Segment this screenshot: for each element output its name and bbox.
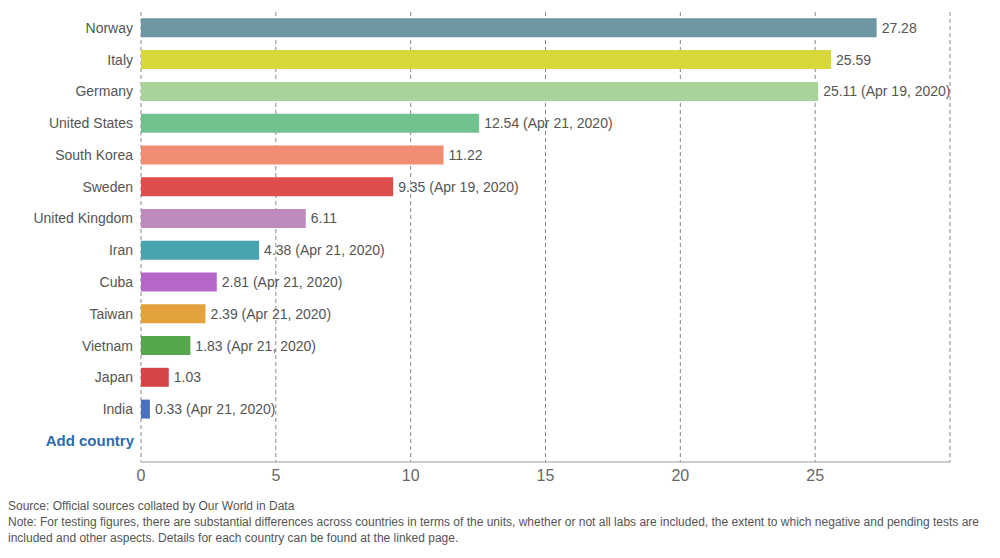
svg-text:United Kingdom: United Kingdom — [33, 210, 133, 226]
html-text:Source: Official sources colla: Source: Official sources collated by Our… — [8, 499, 295, 513]
svg-text:4.38 (Apr 21, 2020): 4.38 (Apr 21, 2020) — [264, 242, 385, 258]
html-text:Add country: Add country — [45, 432, 134, 449]
svg-text:Taiwan: Taiwan — [89, 306, 133, 322]
svg-text:27.28: 27.28 — [882, 20, 917, 36]
svg-text:India: India — [103, 401, 134, 417]
svg-text:Norway: Norway — [86, 20, 133, 36]
svg-text:5: 5 — [271, 467, 280, 484]
svg-text:Italy: Italy — [107, 52, 133, 68]
svg-text:Cuba: Cuba — [100, 274, 134, 290]
svg-text:0: 0 — [137, 467, 146, 484]
svg-text:10: 10 — [402, 467, 420, 484]
svg-text:25: 25 — [806, 467, 824, 484]
svg-text:0.33 (Apr 21, 2020): 0.33 (Apr 21, 2020) — [155, 401, 276, 417]
svg-text:25.11 (Apr 19, 2020): 25.11 (Apr 19, 2020) — [823, 83, 950, 99]
svg-text:6.11: 6.11 — [311, 210, 337, 226]
svg-text:20: 20 — [671, 467, 689, 484]
svg-text:2.81 (Apr 21, 2020): 2.81 (Apr 21, 2020) — [222, 274, 343, 290]
svg-text:Germany: Germany — [75, 83, 133, 99]
svg-text:Vietnam: Vietnam — [82, 338, 133, 354]
svg-text:South Korea: South Korea — [55, 147, 133, 163]
svg-text:25.59: 25.59 — [836, 52, 871, 68]
svg-text:1.03: 1.03 — [174, 369, 201, 385]
svg-text:Iran: Iran — [109, 242, 133, 258]
svg-text:9.35 (Apr 19, 2020): 9.35 (Apr 19, 2020) — [398, 179, 519, 195]
svg-text:Sweden: Sweden — [82, 179, 133, 195]
svg-text:Japan: Japan — [95, 369, 133, 385]
html-text:Note: For testing figures, the: Note: For testing figures, there are sub… — [8, 515, 979, 545]
svg-text:United States: United States — [49, 115, 133, 131]
svg-text:12.54 (Apr 21, 2020): 12.54 (Apr 21, 2020) — [484, 115, 612, 131]
svg-text:1.83 (Apr 21, 2020): 1.83 (Apr 21, 2020) — [195, 338, 316, 354]
svg-text:15: 15 — [537, 467, 555, 484]
svg-text:2.39 (Apr 21, 2020): 2.39 (Apr 21, 2020) — [210, 306, 331, 322]
svg-text:11.22: 11.22 — [449, 147, 483, 163]
